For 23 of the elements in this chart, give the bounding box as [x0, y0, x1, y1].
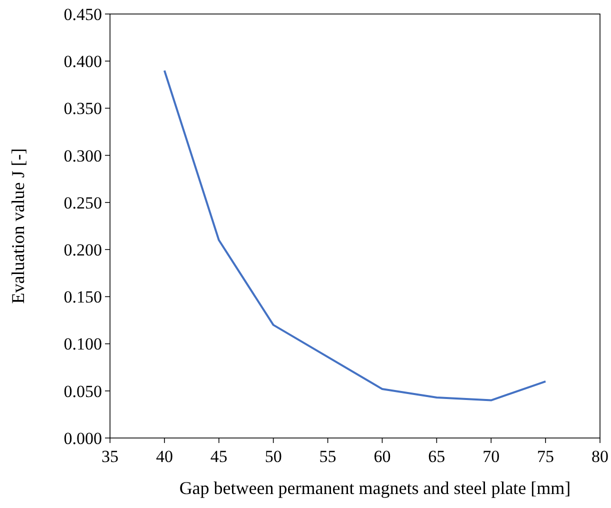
x-tick-label: 60 — [374, 447, 391, 466]
y-tick-label: 0.450 — [64, 4, 102, 24]
x-tick-label: 50 — [264, 447, 282, 466]
y-tick-label: 0.050 — [64, 382, 102, 401]
y-tick-label: 0.250 — [64, 193, 102, 212]
x-tick-label: 75 — [537, 447, 554, 466]
x-tick-label: 35 — [102, 447, 118, 466]
y-axis-title: Evaluation value J [-] — [8, 148, 28, 304]
line-series — [163, 70, 547, 402]
x-tick-label: 45 — [210, 447, 228, 466]
x-axis-title: Gap between permanent magnets and steel plate [mm] — [179, 478, 571, 498]
y-tick-label: 0.000 — [64, 428, 102, 448]
x-tick-label: 65 — [428, 447, 446, 466]
x-tick-label: 55 — [319, 447, 336, 466]
x-tick-label: 70 — [482, 447, 500, 466]
y-tick-label: 0.100 — [64, 334, 102, 354]
y-tick-label: 0.300 — [64, 146, 102, 166]
y-tick-label: 0.400 — [64, 52, 102, 72]
y-tick-label: 0.150 — [64, 288, 102, 307]
y-tick-label: 0.350 — [64, 99, 102, 118]
x-tick-label: 80 — [592, 447, 608, 466]
y-tick-label: 0.200 — [64, 240, 102, 260]
x-tick-label: 40 — [156, 447, 173, 466]
